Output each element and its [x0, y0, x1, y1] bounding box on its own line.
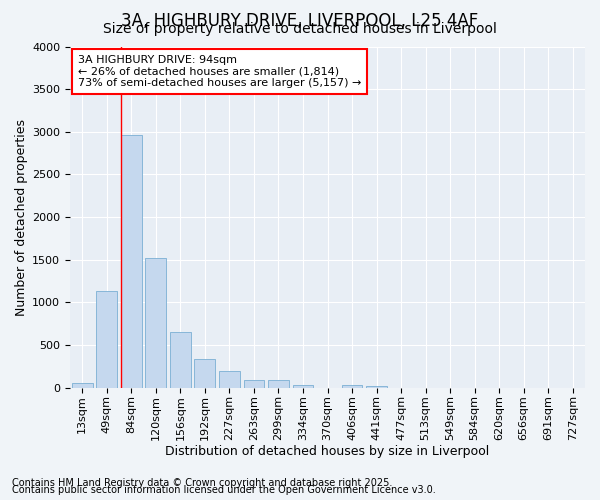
- Text: 3A HIGHBURY DRIVE: 94sqm
← 26% of detached houses are smaller (1,814)
73% of sem: 3A HIGHBURY DRIVE: 94sqm ← 26% of detach…: [78, 55, 361, 88]
- Bar: [219, 370, 240, 388]
- Bar: [194, 360, 215, 388]
- Bar: [72, 384, 92, 388]
- Text: Contains HM Land Registry data © Crown copyright and database right 2025.: Contains HM Land Registry data © Crown c…: [12, 478, 392, 488]
- Bar: [293, 385, 313, 388]
- X-axis label: Distribution of detached houses by size in Liverpool: Distribution of detached houses by size …: [166, 444, 490, 458]
- Bar: [145, 258, 166, 388]
- Bar: [244, 380, 265, 388]
- Text: Size of property relative to detached houses in Liverpool: Size of property relative to detached ho…: [103, 22, 497, 36]
- Text: Contains public sector information licensed under the Open Government Licence v3: Contains public sector information licen…: [12, 485, 436, 495]
- Bar: [121, 135, 142, 388]
- Y-axis label: Number of detached properties: Number of detached properties: [15, 118, 28, 316]
- Bar: [341, 385, 362, 388]
- Bar: [366, 386, 387, 388]
- Bar: [268, 380, 289, 388]
- Bar: [170, 332, 191, 388]
- Text: 3A, HIGHBURY DRIVE, LIVERPOOL, L25 4AF: 3A, HIGHBURY DRIVE, LIVERPOOL, L25 4AF: [121, 12, 479, 30]
- Bar: [97, 291, 117, 388]
